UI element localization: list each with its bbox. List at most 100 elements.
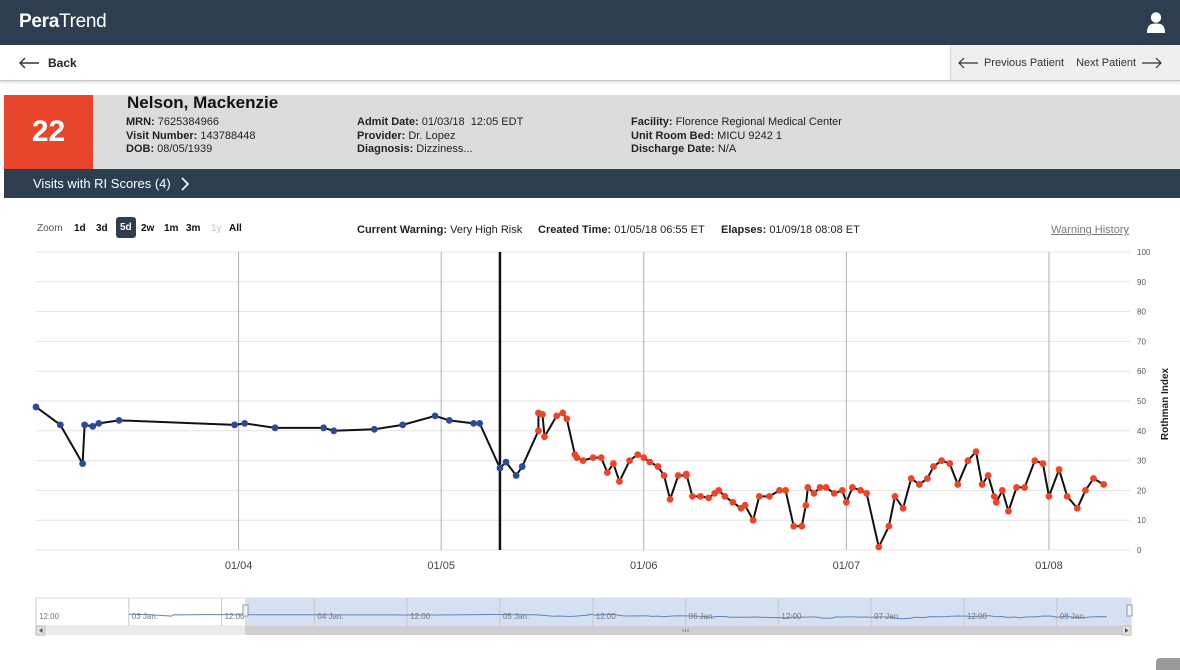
data-point[interactable] [705,494,713,502]
data-point[interactable] [271,424,279,432]
data-point[interactable] [330,427,338,435]
data-point[interactable] [741,501,749,509]
data-point[interactable] [776,487,783,494]
data-point[interactable] [512,472,520,479]
data-point[interactable] [885,522,893,530]
data-point[interactable] [689,492,696,500]
navigator-scrollbar-thumb[interactable] [245,626,1123,635]
data-point[interactable] [654,463,662,470]
data-point[interactable] [830,489,838,497]
zoom-all-button[interactable]: All [229,223,242,234]
data-point[interactable] [431,412,439,420]
data-point[interactable] [445,416,453,424]
data-point[interactable] [729,498,737,506]
zoom-1d-button[interactable]: 1d [74,223,86,234]
data-point[interactable] [804,484,812,491]
data-point[interactable] [857,487,864,494]
data-point[interactable] [518,463,526,470]
data-point[interactable] [930,463,937,470]
navigator-selected-range[interactable] [245,598,1131,626]
warning-history-link[interactable]: Warning History [1051,224,1129,236]
data-point[interactable] [954,481,962,488]
data-point[interactable] [579,457,587,464]
data-point[interactable] [115,416,123,424]
data-point[interactable] [589,454,597,462]
data-point[interactable] [496,464,504,472]
data-point[interactable] [609,460,617,467]
data-point[interactable] [810,489,818,497]
data-point[interactable] [907,475,915,482]
data-point[interactable] [891,492,899,500]
data-point[interactable] [597,454,605,462]
data-point[interactable] [1005,507,1012,515]
zoom-3m-button[interactable]: 3m [186,223,201,234]
data-point[interactable] [1031,457,1039,464]
data-point[interactable] [231,421,238,429]
data-point[interactable] [1045,492,1053,500]
navigator-right-handle[interactable] [1126,604,1133,617]
data-point[interactable] [899,504,907,512]
data-point[interactable] [95,419,103,427]
data-point[interactable] [89,422,97,430]
data-point[interactable] [634,451,642,459]
data-point[interactable] [640,454,648,462]
data-point[interactable] [320,424,328,432]
data-point[interactable] [553,412,561,420]
data-point[interactable] [502,458,510,466]
data-point[interactable] [842,498,850,506]
next-patient-button[interactable]: Next Patient [1076,57,1168,69]
data-point[interactable] [399,421,407,429]
data-point[interactable] [1013,484,1020,491]
data-point[interactable] [765,492,773,500]
data-point[interactable] [660,472,668,479]
data-point[interactable] [721,492,729,500]
zoom-1m-button[interactable]: 1m [164,223,179,234]
data-point[interactable] [535,427,542,435]
data-point[interactable] [992,498,1000,506]
data-point[interactable] [603,469,611,476]
zoom-3d-button[interactable]: 3d [96,223,108,234]
data-point[interactable] [790,522,798,530]
visits-with-ri-scores-toggle[interactable]: Visits with RI Scores (4) [4,169,1180,198]
data-point[interactable] [798,522,806,530]
data-point[interactable] [559,409,567,417]
timeline-navigator[interactable]: 12:00 03 Jan. 12:00 04 Jan. 12:00 05 Jan. 12:0… [0,595,1180,637]
data-point[interactable] [1063,492,1071,500]
data-point[interactable] [470,419,477,427]
data-point[interactable] [697,492,704,500]
data-point[interactable] [715,487,723,494]
data-point[interactable] [849,484,856,491]
data-point[interactable] [938,457,945,464]
data-point[interactable] [972,448,980,456]
data-point[interactable] [646,458,654,466]
data-point[interactable] [984,472,992,479]
data-point[interactable] [616,478,623,485]
data-point[interactable] [1090,475,1097,482]
data-point[interactable] [674,472,682,479]
data-point[interactable] [838,487,846,494]
data-point[interactable] [990,492,998,500]
data-point[interactable] [822,484,830,491]
data-point[interactable] [79,460,86,467]
zoom-2w-button[interactable]: 2w [141,223,155,234]
data-point[interactable] [816,484,824,491]
app-logo[interactable]: PeraTrend [19,11,107,32]
data-point[interactable] [539,411,546,418]
data-point[interactable] [241,419,249,427]
data-point[interactable] [1039,460,1047,467]
data-point[interactable] [802,501,810,509]
data-point[interactable] [978,481,986,488]
data-point[interactable] [749,516,757,524]
data-point[interactable] [782,487,789,494]
data-point[interactable] [56,421,64,429]
data-point[interactable] [1100,481,1108,488]
data-point[interactable] [1073,504,1081,512]
data-point[interactable] [370,425,378,433]
back-button[interactable]: Back [18,54,77,72]
data-point[interactable] [563,415,571,423]
previous-patient-button[interactable]: Previous Patient [952,57,1064,69]
data-point[interactable] [81,421,89,429]
user-icon[interactable] [1146,11,1166,33]
data-point[interactable] [1082,487,1089,494]
data-point[interactable] [682,470,690,478]
